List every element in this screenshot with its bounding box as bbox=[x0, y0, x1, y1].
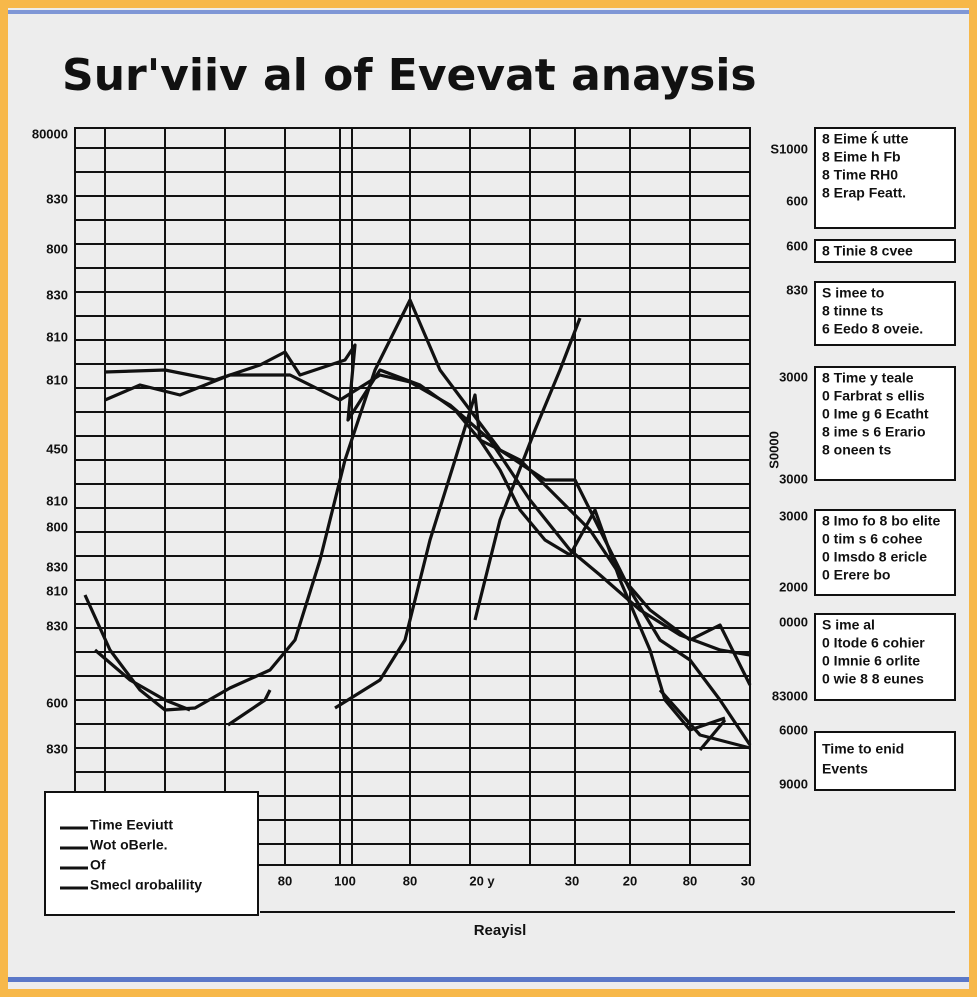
chart-title: Sur'viiv al of Evevat anaysis bbox=[62, 50, 757, 101]
y-tick-label: 810 bbox=[46, 329, 68, 344]
side-label: 3000 bbox=[779, 369, 808, 384]
side-box-text: 0 Erere bo bbox=[822, 567, 890, 583]
side-box-text: 0 Imsdo 8 ericle bbox=[822, 549, 927, 565]
side-label: 0000 bbox=[779, 614, 808, 629]
side-box bbox=[814, 127, 956, 229]
side-box-text: 8 Eime ḱ utte bbox=[822, 130, 909, 147]
side-box bbox=[814, 239, 956, 263]
side-box-text: 8 Eime h Fb bbox=[822, 149, 901, 165]
y-tick-label: 810 bbox=[46, 493, 68, 508]
y-tick-label: 810 bbox=[46, 372, 68, 387]
side-label: S1000 bbox=[770, 141, 808, 156]
x-tick-label: 20 bbox=[623, 873, 637, 888]
side-box bbox=[814, 366, 956, 481]
legend bbox=[44, 791, 259, 916]
side-box bbox=[814, 731, 956, 791]
x-tick-label: 100 bbox=[334, 873, 356, 888]
y-tick-label: 80000 bbox=[32, 126, 68, 141]
legend-label: Wot oBerle. bbox=[90, 837, 168, 853]
side-label: 3000 bbox=[779, 471, 808, 486]
legend-label: Smecl ɑrobalility bbox=[90, 877, 202, 893]
x-tick-label: 80 bbox=[683, 873, 697, 888]
side-box-text: 8 Tinie 8 cvee bbox=[822, 243, 913, 259]
bottom-strip bbox=[8, 977, 969, 982]
y-tick-label: 830 bbox=[46, 287, 68, 302]
side-box-text: 0 tim s 6 cohee bbox=[822, 531, 923, 547]
y-tick-label: 810 bbox=[46, 583, 68, 598]
x-tick-label: 20 y bbox=[469, 873, 495, 888]
side-box bbox=[814, 281, 956, 346]
side-label: 3000 bbox=[779, 508, 808, 523]
side-box-text: 0 wie 8 8 eunes bbox=[822, 671, 924, 687]
side-label: 83000 bbox=[772, 688, 808, 703]
x-tick-label: 30 bbox=[741, 873, 755, 888]
y-tick-label: 450 bbox=[46, 441, 68, 456]
side-label: 6000 bbox=[779, 722, 808, 737]
side-box-text: 8 ime s 6 Erario bbox=[822, 424, 926, 440]
x-tick-label: 80 bbox=[403, 873, 417, 888]
y-tick-label: 830 bbox=[46, 191, 68, 206]
y-tick-label: 800 bbox=[46, 519, 68, 534]
side-box-text: 6 Eedo 8 oveie. bbox=[822, 321, 923, 337]
side-box-text: 0 Ime g 6 Ecatht bbox=[822, 406, 929, 422]
curves bbox=[83, 298, 752, 752]
side-box-text: 8 tinne ts bbox=[822, 303, 884, 319]
side-box-text: Time to enid bbox=[822, 741, 904, 757]
side-label: 600 bbox=[786, 238, 808, 253]
side-label: 600 bbox=[786, 193, 808, 208]
y-tick-label: 800 bbox=[46, 241, 68, 256]
side-box-text: 0 Farbrat s ellis bbox=[822, 388, 925, 404]
legend-label: Time Eeviutt bbox=[90, 817, 173, 833]
side-box bbox=[814, 613, 956, 701]
side-box-text: 8 Time y teale bbox=[822, 370, 914, 386]
top-strip bbox=[8, 10, 969, 14]
y-tick-label: 830 bbox=[46, 559, 68, 574]
side-box-text: 8 Time RH0 bbox=[822, 167, 898, 183]
x-tick-label: 30 bbox=[565, 873, 579, 888]
side-box-text: 0 Itode 6 cohier bbox=[822, 635, 925, 651]
side-box-text: Events bbox=[822, 761, 868, 777]
side-label: 830 bbox=[786, 282, 808, 297]
side-box-text: 8 Imo fo 8 bo elite bbox=[822, 513, 940, 529]
y-tick-label: 830 bbox=[46, 741, 68, 756]
side-label: S0000 bbox=[766, 431, 781, 469]
side-box-text: 0 Imnie 6 orlite bbox=[822, 653, 920, 669]
side-box bbox=[814, 509, 956, 596]
side-box-text: 8 Erap Featt. bbox=[822, 185, 906, 201]
legend-label: Of bbox=[90, 857, 106, 873]
grid bbox=[74, 127, 751, 866]
side-box-text: S ime al bbox=[822, 617, 875, 633]
side-box-text: S imee to bbox=[822, 285, 884, 301]
side-box-text: 8 oneen ts bbox=[822, 442, 891, 458]
y-tick-label: 600 bbox=[46, 695, 68, 710]
x-axis-title: Reayisl bbox=[474, 922, 527, 939]
x-tick-label: 80 bbox=[278, 873, 292, 888]
y-tick-label: 830 bbox=[46, 618, 68, 633]
side-label: 9000 bbox=[779, 776, 808, 791]
side-label: 2000 bbox=[779, 579, 808, 594]
